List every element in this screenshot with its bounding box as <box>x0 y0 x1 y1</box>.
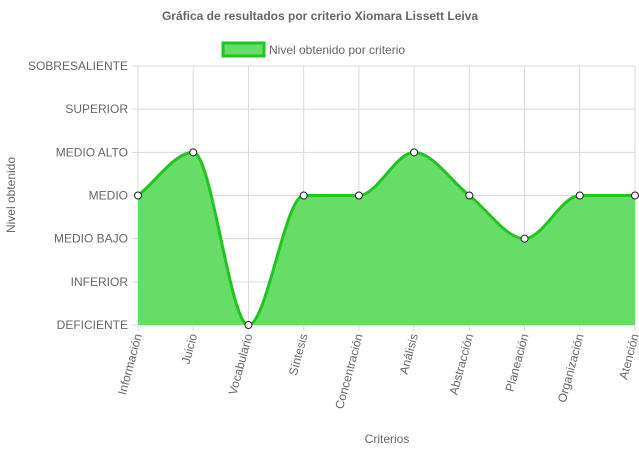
x-tick-label: Abstracción <box>446 332 476 396</box>
data-point-3[interactable] <box>299 191 308 200</box>
x-axis-title: Criterios <box>365 432 410 446</box>
x-tick-label: Organización <box>555 332 587 404</box>
y-axis-title: Nivel obtenido <box>4 157 18 233</box>
data-point-1[interactable] <box>189 148 198 157</box>
y-axis-ticks: DEFICIENTE INFERIOR MEDIO BAJO MEDIO MEDIO A… <box>28 59 128 332</box>
data-point-7[interactable] <box>520 234 529 243</box>
y-tick-label: SUPERIOR <box>65 102 128 116</box>
data-point-2[interactable] <box>244 321 253 329</box>
data-point-8[interactable] <box>575 191 584 200</box>
y-tick-label: SOBRESALIENTE <box>28 59 128 73</box>
y-tick-label: INFERIOR <box>71 275 129 289</box>
chart-title: Gráfica de resultados por criterio Xioma… <box>162 9 478 23</box>
legend-swatch <box>221 41 266 58</box>
data-point-6[interactable] <box>465 191 474 200</box>
data-point-4[interactable] <box>354 191 363 200</box>
x-tick-label: Juicio <box>179 332 201 366</box>
data-point-0[interactable] <box>134 191 142 200</box>
y-tick-label: MEDIO <box>89 189 128 203</box>
x-tick-label: Vocabulario <box>226 332 256 397</box>
x-tick-label: Atención <box>616 332 639 381</box>
x-tick-label: Información <box>115 332 145 396</box>
x-tick-label: Análisis <box>397 332 421 376</box>
area-layer <box>137 150 635 327</box>
x-axis-ticks: Información Juicio Vocabulario Síntesis Conc… <box>115 332 639 411</box>
y-tick-label: MEDIO BAJO <box>54 232 128 246</box>
legend-label: Nivel obtenido por criterio <box>269 43 405 57</box>
series-area-fill <box>138 152 635 325</box>
x-tick-label: Concentración <box>332 332 366 410</box>
x-tick-label: Planeación <box>503 332 532 393</box>
data-point-5[interactable] <box>410 148 419 157</box>
data-points <box>134 148 639 329</box>
legend[interactable]: Nivel obtenido por criterio <box>221 41 405 58</box>
data-point-9[interactable] <box>631 191 639 200</box>
y-tick-label: DEFICIENTE <box>57 318 128 332</box>
x-tick-label: Síntesis <box>286 332 311 377</box>
y-tick-label: MEDIO ALTO <box>56 145 128 159</box>
